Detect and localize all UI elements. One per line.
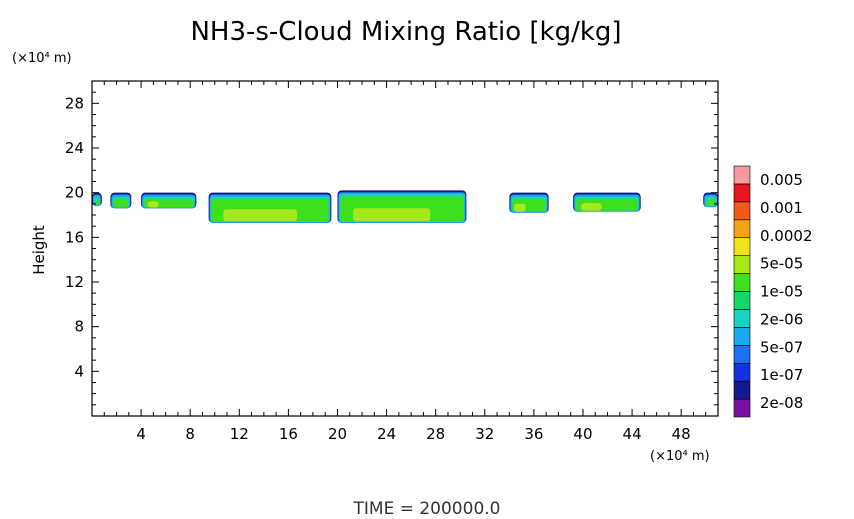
footer-time: TIME = 200000.0 [353, 499, 501, 519]
colorbar-label: 0.001 [760, 199, 803, 217]
colorbar-swatch [733, 273, 751, 292]
chart-title: NH3-s-Cloud Mixing Ratio [kg/kg] [190, 17, 621, 47]
cloud-region-inner [706, 198, 715, 207]
cloud-region-core [352, 208, 431, 222]
colorbar-swatch [733, 291, 751, 310]
x-tick-label: 32 [475, 425, 494, 443]
colorbar-label: 0.005 [760, 171, 803, 189]
colorbar-swatch [733, 344, 751, 364]
colorbar-label: 2e-08 [760, 394, 803, 412]
colorbar-swatch [733, 327, 751, 346]
x-tick-label: 48 [672, 425, 691, 443]
colorbar-label: 5e-05 [760, 255, 803, 273]
colorbar-swatch [733, 398, 751, 418]
y-axis: 4 8 12 16 20 24 28 [65, 91, 718, 406]
colorbar-swatch [733, 309, 751, 328]
colorbar-swatch [733, 219, 751, 239]
colorbar-swatch [733, 380, 751, 400]
colorbar-label: 5e-07 [760, 338, 803, 356]
cloud-region-core [223, 209, 297, 222]
colorbar-swatch [733, 165, 751, 185]
x-tick-label: 12 [230, 425, 249, 443]
x-axis: 4 8 12 16 20 24 28 32 36 40 44 48 [103, 81, 707, 443]
colorbar-swatch [733, 255, 751, 274]
y-axis-label: Height [30, 225, 48, 275]
cloud-region-core [147, 201, 159, 208]
colorbar-label: 1e-07 [760, 366, 803, 384]
y-tick-label: 20 [65, 184, 84, 202]
x-tick-label: 40 [573, 425, 592, 443]
cloud-region-core [514, 203, 526, 212]
y-tick-label: 16 [65, 228, 84, 246]
cloud-region-core [581, 203, 602, 211]
x-tick-label: 20 [328, 425, 347, 443]
y-tick-label: 12 [65, 273, 84, 291]
colorbar-swatch [733, 362, 751, 382]
y-tick-label: 4 [74, 362, 84, 380]
cloud-region-inner [113, 198, 129, 208]
y-tick-label: 24 [65, 139, 84, 157]
x-tick-label: 4 [136, 425, 146, 443]
x-tick-label: 16 [279, 425, 298, 443]
x-axis-unit: (×10⁴ m) [650, 449, 710, 464]
y-axis-unit: (×10⁴ m) [12, 51, 72, 66]
colorbar: 0.005 0.001 0.0002 5e-05 1e-05 2e-06 5e-07 1e-0… [733, 165, 813, 418]
colorbar-label: 1e-05 [760, 283, 803, 301]
y-tick-label: 8 [74, 318, 84, 336]
plot-area [92, 190, 718, 223]
colorbar-label: 2e-06 [760, 310, 803, 328]
plot-frame [91, 80, 719, 417]
colorbar-swatch [733, 201, 751, 221]
x-tick-label: 8 [185, 425, 195, 443]
colorbar-label: 0.0002 [760, 227, 813, 245]
x-tick-label: 24 [377, 425, 396, 443]
y-tick-label: 28 [65, 94, 84, 112]
colorbar-swatch [733, 237, 751, 256]
x-tick-label: 44 [623, 425, 642, 443]
colorbar-swatch [733, 183, 751, 203]
x-tick-label: 28 [426, 425, 445, 443]
x-tick-label: 36 [524, 425, 543, 443]
